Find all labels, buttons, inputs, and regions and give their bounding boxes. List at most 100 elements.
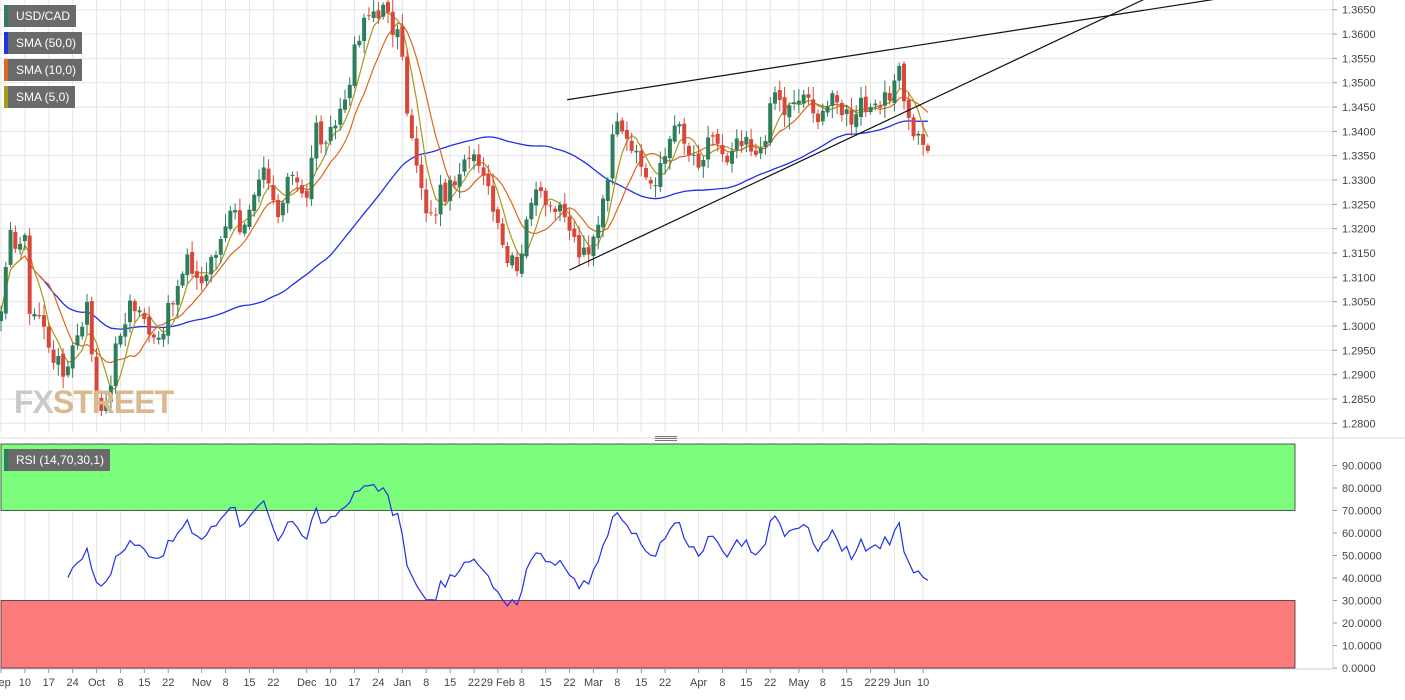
legend-swatch-price xyxy=(4,5,8,27)
candle-body xyxy=(515,256,519,272)
candle-body xyxy=(739,140,744,147)
candle-body xyxy=(863,96,868,112)
candle-body xyxy=(677,124,682,127)
series-sma10-line xyxy=(0,22,929,364)
price-axis-label: 1.3000 xyxy=(1342,321,1376,333)
candle-body xyxy=(328,126,333,142)
legend-instrument[interactable]: USD/CAD xyxy=(4,5,77,27)
candle-body xyxy=(338,108,343,125)
candle-body xyxy=(132,301,137,312)
time-axis-label: 8 xyxy=(719,677,725,689)
candle-body xyxy=(156,337,161,340)
candle-body xyxy=(849,109,854,125)
candle-body xyxy=(462,159,467,172)
candle-body xyxy=(844,109,849,115)
time-axis-label: 10 xyxy=(917,677,929,689)
candle-body xyxy=(185,254,190,276)
candle-body xyxy=(519,253,524,274)
upper-trendline xyxy=(567,0,1215,101)
time-axis-label: 24 xyxy=(372,677,384,689)
time-axis-label: 22 xyxy=(764,677,776,689)
candle-body xyxy=(567,216,572,231)
candle-body xyxy=(687,145,691,156)
legend-label-rsi: RSI (14,70,30,1) xyxy=(16,453,105,467)
candle-body xyxy=(581,247,586,255)
time-axis-label: Oct xyxy=(88,677,105,689)
time-axis-label: 29 Feb xyxy=(481,677,515,689)
legend-sma5[interactable]: SMA (5,0) xyxy=(4,86,76,108)
candle-body xyxy=(376,10,381,19)
candle-body xyxy=(906,99,911,118)
candle-body xyxy=(390,11,395,36)
time-axis-label: 15 xyxy=(740,677,752,689)
time-axis-label: Jan xyxy=(393,677,411,689)
time-axis-label: 15 xyxy=(243,677,255,689)
candle-body xyxy=(371,11,376,19)
time-axis-label: 24 xyxy=(67,677,79,689)
legend-sma10[interactable]: SMA (10,0) xyxy=(4,59,83,81)
candle-body xyxy=(347,84,352,99)
candle-body xyxy=(768,103,773,143)
candle-body xyxy=(782,97,787,116)
rsi-axis-label: 60.0000 xyxy=(1342,528,1382,540)
time-axis-label: Mar xyxy=(584,677,603,689)
candle-body xyxy=(352,44,357,87)
candle-body xyxy=(696,153,701,168)
legend-label-sma5: SMA (5,0) xyxy=(16,90,70,104)
candle-body xyxy=(653,185,658,187)
candle-body xyxy=(0,311,3,322)
time-axis-label: 10 xyxy=(19,677,31,689)
candle-body xyxy=(409,115,414,139)
candle-body xyxy=(42,315,46,327)
legend-label-sma50: SMA (50,0) xyxy=(16,36,77,50)
candle-body xyxy=(481,167,486,176)
candle-body xyxy=(835,95,840,103)
legend-label-price: USD/CAD xyxy=(16,9,71,23)
candle-body xyxy=(730,150,734,164)
legend-rsi[interactable]: RSI (14,70,30,1) xyxy=(4,449,111,471)
candle-body xyxy=(591,236,596,257)
pane-splitter-handle[interactable] xyxy=(655,436,677,441)
time-axis-label: Dec xyxy=(297,677,317,689)
candle-body xyxy=(720,145,725,155)
legend-sma50[interactable]: SMA (50,0) xyxy=(4,32,83,54)
price-axis-label: 1.3200 xyxy=(1342,224,1376,236)
candle-body xyxy=(228,210,233,229)
candle-body xyxy=(357,40,362,46)
candle-body xyxy=(820,110,825,122)
candle-body xyxy=(419,164,424,189)
candle-body xyxy=(763,141,768,147)
candle-body xyxy=(271,185,276,201)
main-grid xyxy=(0,0,1333,668)
candle-body xyxy=(85,301,89,325)
candle-body xyxy=(233,210,238,213)
candle-body xyxy=(882,92,887,106)
candle-body xyxy=(56,355,61,365)
candle-body xyxy=(663,156,668,164)
candle-body xyxy=(381,4,386,17)
candle-body xyxy=(811,99,816,114)
price-axis-label: 1.3400 xyxy=(1342,126,1376,138)
candle-body xyxy=(510,255,515,266)
candle-body xyxy=(304,190,309,198)
candle-body xyxy=(610,134,615,179)
candle-body xyxy=(395,29,400,38)
candle-body xyxy=(261,167,266,180)
candle-body xyxy=(128,300,132,323)
candle-body xyxy=(553,208,558,212)
candle-body xyxy=(792,102,797,104)
candle-body xyxy=(476,154,481,166)
candle-body xyxy=(362,17,367,42)
candle-body xyxy=(70,345,75,369)
candle-body xyxy=(596,224,601,239)
rsi-axis-label: 30.0000 xyxy=(1342,596,1382,608)
candle-body xyxy=(859,97,863,118)
candle-body xyxy=(457,174,462,187)
time-axis-label: 15 xyxy=(841,677,853,689)
time-axis-label: 15 xyxy=(635,677,647,689)
candle-body xyxy=(194,271,199,278)
price-axis-label: 1.2850 xyxy=(1342,394,1376,406)
candle-body xyxy=(161,333,166,340)
candle-body xyxy=(266,168,271,184)
